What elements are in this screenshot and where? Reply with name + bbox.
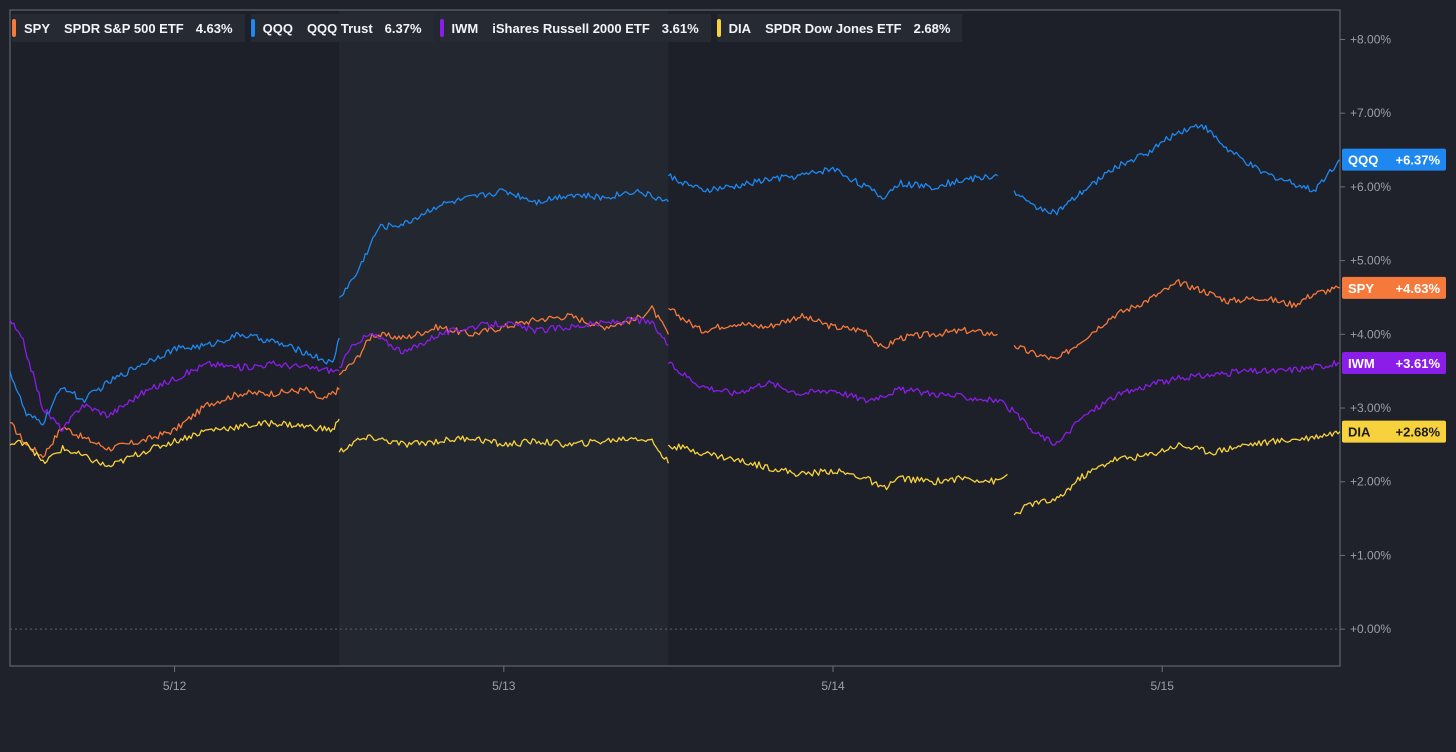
x-tick-label: 5/14 — [821, 679, 845, 693]
series-line-qqq — [1013, 123, 1341, 216]
legend-name: QQQ Trust — [306, 20, 373, 36]
legend-value: 6.37% — [384, 20, 422, 36]
end-tag-qqq — [1342, 148, 1446, 171]
end-tag-value: +3.61% — [1396, 356, 1441, 371]
x-tick-label: 5/13 — [492, 679, 516, 693]
series-line-iwm — [667, 361, 1015, 413]
y-tick-label: +4.00% — [1350, 327, 1391, 341]
legend-swatch-qqq — [250, 19, 255, 37]
legend-name: SPDR Dow Jones ETF — [765, 20, 902, 36]
end-tag-spy — [1342, 276, 1446, 299]
end-tag-iwm — [1342, 352, 1446, 375]
end-tag-ticker: DIA — [1348, 425, 1371, 440]
series-line-spy — [668, 307, 998, 349]
series-line-qqq — [9, 331, 340, 426]
legend-item-spy[interactable]: SPY SPDR S&P 500 ETF 4.63% — [12, 14, 245, 42]
series-line-dia — [9, 418, 340, 468]
series-line-dia — [1013, 430, 1341, 516]
series-line-iwm — [9, 319, 340, 432]
series-line-iwm — [339, 316, 669, 369]
series-line-dia — [667, 443, 1008, 491]
legend-value: 3.61% — [661, 20, 699, 36]
y-tick-label: +3.00% — [1350, 401, 1391, 415]
legend-value: 4.63% — [195, 20, 233, 36]
end-tag-value: +4.63% — [1396, 281, 1441, 296]
series-line-iwm — [1013, 360, 1341, 446]
legend-swatch-spy — [12, 19, 16, 37]
series-line-qqq — [338, 188, 669, 299]
legend-item-dia[interactable]: DIA SPDR Dow Jones ETF 2.68% — [716, 14, 963, 42]
legend-name: iShares Russell 2000 ETF — [492, 20, 650, 36]
y-tick-label: +1.00% — [1350, 548, 1391, 562]
series-line-dia — [338, 434, 670, 464]
y-tick-label: +6.00% — [1350, 180, 1391, 194]
y-tick-label: +8.00% — [1350, 32, 1391, 46]
legend-value: 2.68% — [913, 20, 951, 36]
series-line-spy — [1013, 279, 1341, 361]
legend-item-qqq[interactable]: QQQ QQQ Trust 6.37% — [250, 14, 434, 42]
y-tick-label: +0.00% — [1350, 622, 1391, 636]
y-tick-label: +2.00% — [1350, 475, 1391, 489]
series-line-spy — [338, 305, 669, 376]
end-tag-value: +6.37% — [1396, 153, 1441, 168]
y-tick-label: +7.00% — [1350, 106, 1391, 120]
session-shade — [339, 10, 669, 666]
legend-ticker: QQQ — [262, 20, 293, 36]
series-line-qqq — [667, 166, 998, 200]
plot-frame — [9, 9, 1341, 667]
end-tag-dia — [1342, 420, 1446, 443]
legend-item-iwm[interactable]: IWM iShares Russell 2000 ETF 3.61% — [439, 14, 711, 42]
plot-area — [10, 10, 1340, 666]
x-tick-label: 5/12 — [163, 679, 187, 693]
legend-ticker: DIA — [728, 20, 752, 36]
y-tick-label: +5.00% — [1350, 254, 1391, 268]
legend-name: SPDR S&P 500 ETF — [64, 20, 184, 36]
end-tag-ticker: QQQ — [1348, 153, 1378, 168]
end-tag-ticker: SPY — [1348, 281, 1374, 296]
legend-swatch-dia — [716, 19, 721, 37]
legend: SPY SPDR S&P 500 ETF 4.63% QQQ QQQ Trust… — [12, 14, 963, 42]
end-tag-value: +2.68% — [1396, 425, 1441, 440]
x-tick-label: 5/15 — [1151, 679, 1175, 693]
legend-ticker: IWM — [451, 20, 479, 36]
legend-ticker: SPY — [24, 20, 51, 36]
legend-swatch-iwm — [439, 19, 444, 37]
end-tag-ticker: IWM — [1348, 356, 1375, 371]
